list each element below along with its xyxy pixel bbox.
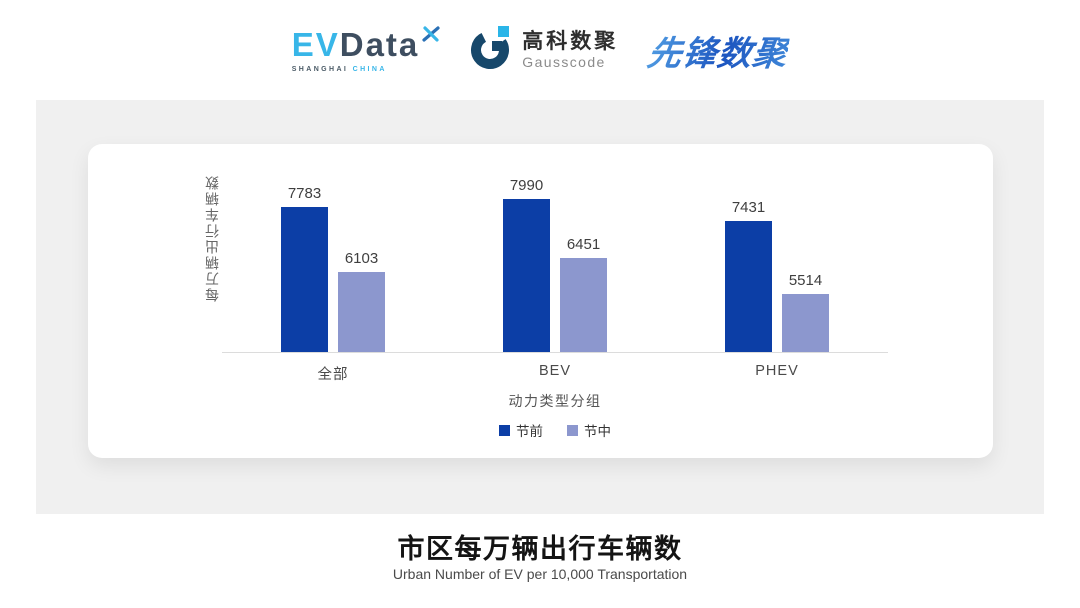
evdata-ev-text: EV xyxy=(291,25,340,63)
category-label: PHEV xyxy=(755,363,799,379)
gausscode-name-cn: 高科数聚 xyxy=(522,29,619,53)
bar-value-label: 6103 xyxy=(344,249,379,267)
logo-bar: EV Data SHANGHAI CHINA 高科数聚 Gausscode 先锋数… xyxy=(0,0,1080,100)
bar-value-label: 7431 xyxy=(731,198,766,216)
chart-subtitle: Urban Number of EV per 10,000 Transporta… xyxy=(392,566,688,582)
bar-value-label: 7990 xyxy=(509,177,544,195)
chart-card: 每万辆出行车辆数 7783 6103 7990 6451 7431 5514 全部 BEV P… xyxy=(88,144,993,458)
category-label: 全部 xyxy=(317,367,349,383)
legend-item: 节中 xyxy=(567,420,611,440)
bar-wrap: 7990 xyxy=(503,177,550,352)
bar-value-label: 7783 xyxy=(287,185,322,203)
gausscode-name-en: Gausscode xyxy=(522,54,606,71)
category-row: 全部 BEV PHEV xyxy=(222,363,888,384)
legend-label: 节前 xyxy=(516,424,543,439)
bar-wrap: 6103 xyxy=(338,249,385,352)
gausscode-mark-icon xyxy=(467,25,513,76)
legend: 节前 节中 xyxy=(222,420,888,440)
bar-group: 7990 6451 xyxy=(444,177,666,352)
bar-value-label: 6451 xyxy=(566,236,601,254)
y-axis-title: 每万辆出行车辆数 xyxy=(204,174,220,302)
bar xyxy=(338,271,385,352)
bar-group: 7783 6103 xyxy=(222,185,444,352)
legend-swatch xyxy=(499,424,510,436)
sparkle-x-icon xyxy=(421,24,441,49)
chart-title: 市区每万辆出行车辆数 xyxy=(397,534,683,564)
bar xyxy=(503,199,550,352)
pioneer-logo: 先锋数聚 xyxy=(645,26,792,75)
bar xyxy=(560,258,607,352)
gausscode-logo: 高科数聚 Gausscode xyxy=(467,25,618,76)
bar-wrap: 7431 xyxy=(725,199,772,352)
evdata-subtext: SHANGHAI CHINA xyxy=(292,66,420,73)
bar xyxy=(725,220,772,352)
bar-wrap: 7783 xyxy=(281,185,328,352)
evdata-wordmark: EV Data xyxy=(292,28,420,61)
category-label: BEV xyxy=(538,363,571,379)
evdata-sub-shanghai: SHANGHAI xyxy=(291,65,349,73)
evdata-sub-china: CHINA xyxy=(352,65,387,73)
legend-label: 节中 xyxy=(584,424,611,439)
bar xyxy=(281,207,328,352)
evdata-logo: EV Data SHANGHAI CHINA xyxy=(292,25,440,73)
bar-wrap: 6451 xyxy=(560,236,607,352)
bar xyxy=(782,294,829,352)
bar-wrap: 5514 xyxy=(782,272,829,352)
x-axis-title: 动力类型分组 xyxy=(508,393,602,409)
evdata-data-text: Data xyxy=(339,25,420,63)
gausscode-text: 高科数聚 Gausscode xyxy=(522,30,618,70)
bar-group: 7431 5514 xyxy=(666,198,888,352)
bar-value-label: 5514 xyxy=(788,272,823,290)
plot-area: 7783 6103 7990 6451 7431 5514 xyxy=(222,177,888,353)
legend-swatch xyxy=(567,424,578,436)
legend-item: 节前 xyxy=(499,420,543,440)
